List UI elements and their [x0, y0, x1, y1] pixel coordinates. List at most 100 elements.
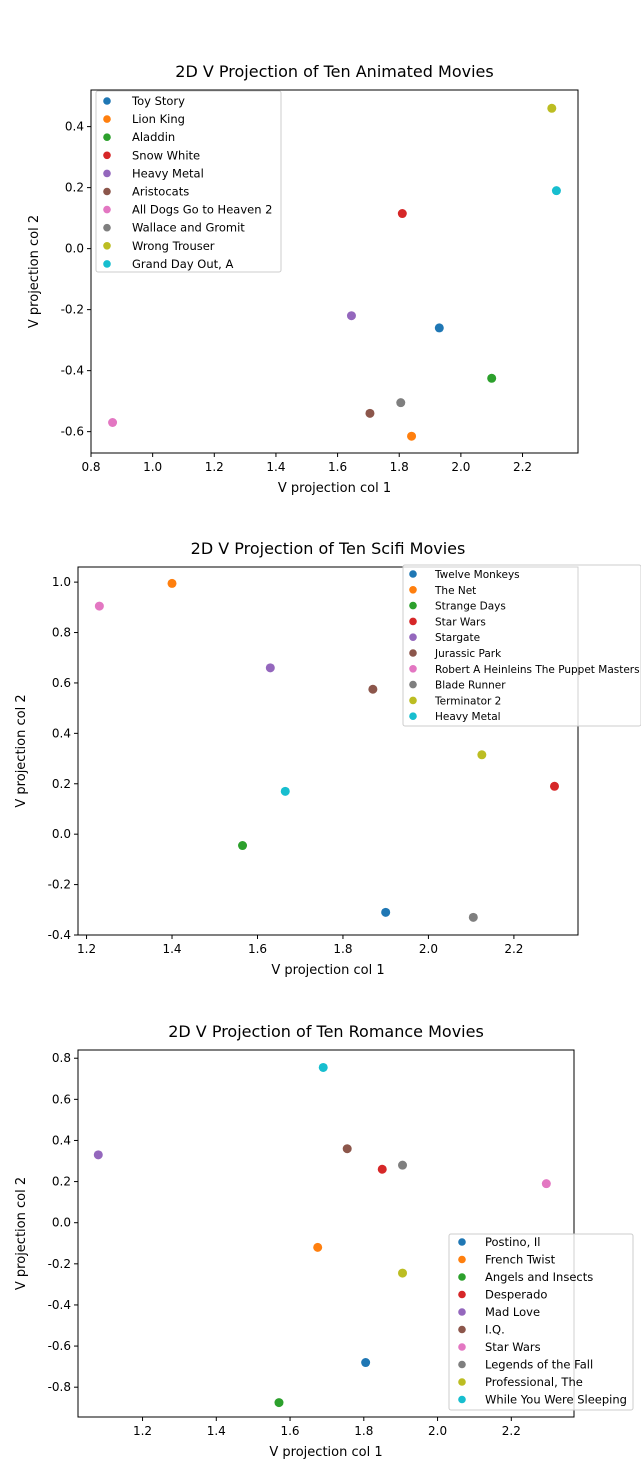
y-tick-label: -0.4: [48, 928, 71, 942]
legend-marker: [409, 712, 417, 720]
legend-label: Legends of the Fall: [485, 1358, 593, 1372]
data-point: [93, 1150, 103, 1160]
legend-label: Strange Days: [435, 601, 506, 613]
y-tick-label: 0.4: [52, 1133, 71, 1147]
legend: Postino, Il French Twist Angels and Insect…: [448, 1233, 634, 1411]
data-point: [477, 750, 487, 760]
data-point: [377, 1164, 387, 1174]
legend-marker: [103, 151, 111, 160]
legend-label: While You Were Sleeping: [485, 1393, 627, 1407]
y-tick-label: 0.2: [52, 1175, 71, 1189]
x-axis-label: V projection col 1: [278, 481, 391, 496]
legend-label: Angels and Insects: [485, 1270, 593, 1284]
y-axis-label: V projection col 2: [27, 215, 42, 328]
chart-3: 2D V Projection of Ten Romance Movies 1.2…: [14, 1022, 634, 1460]
y-tick-label: 0.0: [52, 1216, 71, 1230]
legend-label: Star Wars: [435, 616, 486, 628]
chart-2: 2D V Projection of Ten Scifi Movies 1.2 1.…: [14, 539, 641, 978]
x-tick-label: 2.0: [419, 942, 438, 956]
legend-label: Lion King: [132, 112, 185, 126]
legend-box: [448, 1233, 634, 1411]
data-point: [274, 1398, 284, 1408]
y-tick-label: 0.0: [65, 242, 84, 256]
legend-marker: [103, 133, 111, 141]
legend-marker: [409, 601, 417, 610]
data-point: [368, 684, 378, 694]
y-tick-label: -0.2: [48, 878, 71, 892]
y-tick-label: 0.0: [52, 827, 71, 841]
data-point: [265, 663, 275, 673]
data-point: [108, 417, 118, 427]
legend-marker: [409, 570, 417, 578]
data-point: [346, 311, 356, 321]
legend-marker: [103, 205, 111, 214]
legend-marker: [409, 680, 417, 689]
legend-label: Star Wars: [485, 1340, 541, 1354]
data-point: [318, 1062, 328, 1072]
legend-marker: [458, 1360, 466, 1369]
legend: Toy Story Lion King Aladdin Snow White Heavy…: [95, 90, 282, 273]
y-tick-label: -0.6: [48, 1339, 71, 1353]
legend-marker: [409, 649, 417, 657]
legend-label: Robert A Heinleins The Puppet Masters: [435, 664, 640, 676]
y-tick-label: -0.8: [48, 1380, 71, 1394]
data-point: [365, 408, 375, 418]
x-tick-label: 1.6: [248, 942, 267, 956]
x-tick-label: 1.8: [354, 1424, 373, 1438]
legend-label: Desperado: [485, 1288, 547, 1302]
x-tick-label: 1.2: [133, 1424, 152, 1438]
x-tick-label: 2.2: [513, 460, 532, 474]
legend-label: Aristocats: [132, 185, 189, 199]
legend-label: The Net: [434, 585, 476, 597]
legend-label: Snow White: [132, 148, 200, 162]
data-point: [547, 103, 557, 113]
legend-label: Twelve Monkeys: [434, 569, 520, 581]
legend-label: Jurassic Park: [434, 648, 502, 660]
legend-label: Heavy Metal: [435, 711, 501, 723]
y-tick-label: -0.4: [61, 364, 84, 378]
legend-marker: [458, 1395, 466, 1404]
x-tick-label: 1.4: [266, 460, 285, 474]
legend-label: Blade Runner: [435, 680, 506, 692]
data-point: [551, 186, 561, 196]
x-tick-label: 1.6: [280, 1424, 299, 1438]
legend-marker: [103, 97, 111, 105]
y-tick-label: 0.6: [52, 1092, 71, 1106]
y-tick-label: 0.4: [65, 120, 84, 134]
data-point: [342, 1144, 352, 1154]
legend-marker: [409, 586, 417, 594]
legend-marker: [458, 1325, 466, 1334]
legend-label: Wrong Trouser: [132, 239, 215, 253]
legend-box: [402, 564, 641, 727]
x-tick-label: 2.0: [451, 460, 470, 474]
data-point: [238, 841, 248, 851]
legend-marker: [458, 1343, 466, 1351]
y-tick-label: -0.2: [61, 303, 84, 317]
chart-title: 2D V Projection of Ten Scifi Movies: [191, 539, 466, 558]
legend-marker: [458, 1290, 466, 1299]
legend-marker: [103, 115, 111, 123]
data-point: [407, 431, 417, 441]
legend-marker: [458, 1308, 466, 1316]
x-tick-label: 1.4: [162, 942, 181, 956]
data-point: [398, 1160, 408, 1170]
chart-title: 2D V Projection of Ten Animated Movies: [175, 62, 493, 81]
chart-title: 2D V Projection of Ten Romance Movies: [168, 1022, 484, 1041]
y-tick-label: 0.2: [65, 181, 84, 195]
x-tick-label: 2.2: [502, 1424, 521, 1438]
y-tick-label: 0.6: [52, 676, 71, 690]
x-tick-label: 2.0: [428, 1424, 447, 1438]
legend-label: Aladdin: [132, 130, 175, 144]
legend-label: Terminator 2: [434, 695, 501, 707]
chart-1: 2D V Projection of Ten Animated Movies 0.…: [27, 62, 579, 496]
data-point: [381, 907, 391, 917]
y-tick-label: -0.2: [48, 1257, 71, 1271]
data-point: [398, 1268, 408, 1278]
data-point: [361, 1358, 371, 1368]
x-tick-label: 1.8: [333, 942, 352, 956]
legend-label: Heavy Metal: [132, 166, 204, 180]
legend-label: Grand Day Out, A: [132, 257, 233, 271]
legend-label: I.Q.: [485, 1323, 505, 1337]
x-tick-label: 0.8: [81, 460, 100, 474]
y-tick-label: 0.4: [52, 726, 71, 740]
